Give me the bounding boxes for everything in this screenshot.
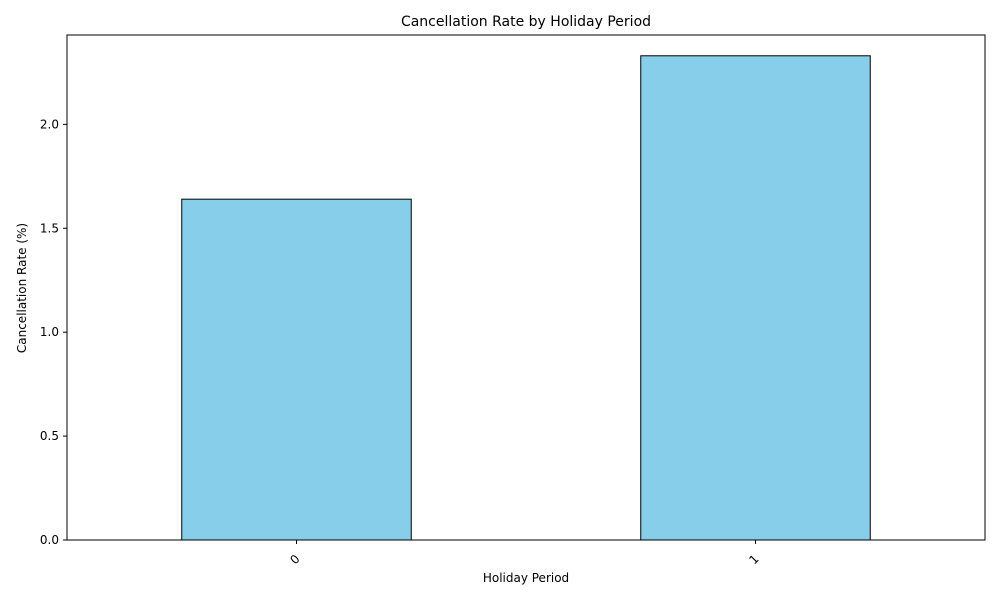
chart-title: Cancellation Rate by Holiday Period [401,14,651,30]
y-tick-label-1.5: 1.5 [40,221,59,235]
y-tick-label-0.0: 0.0 [40,533,59,547]
y-axis-label: Cancellation Rate (%) [15,223,29,353]
bar-0 [181,198,412,541]
plot-area: 0 1 0.0 0.5 1.0 1.5 2.0 [40,34,986,567]
y-tick-label-1.0: 1.0 [40,325,59,339]
bar-1 [640,55,871,541]
x-tick-label-1: 1 [746,552,761,567]
x-tick-label-0: 0 [287,552,302,567]
y-tick-label-0.5: 0.5 [40,429,59,443]
axes-frame [66,34,986,541]
y-tick-label-2.0: 2.0 [40,117,59,131]
x-axis-label: Holiday Period [483,571,569,585]
